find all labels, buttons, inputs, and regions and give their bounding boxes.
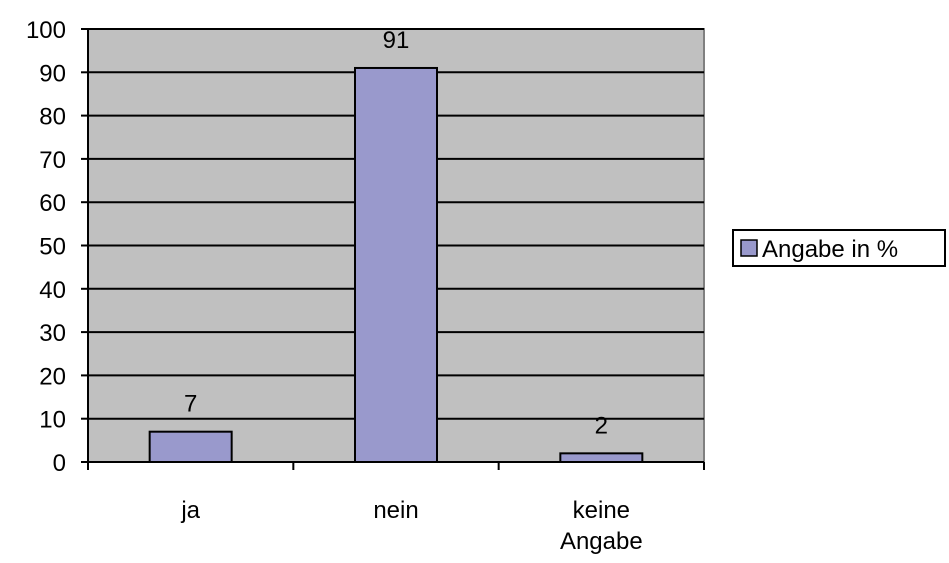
y-tick-labels: 0 10 20 30 40 50 60 70 80 90 100 [26, 17, 66, 477]
bar [559, 452, 644, 463]
y-tick-label: 40 [39, 277, 66, 304]
x-tick-label: keine Angabe [560, 497, 643, 555]
y-tick-label: 80 [39, 104, 66, 131]
data-label: 91 [383, 27, 410, 54]
bar [148, 430, 233, 464]
legend-box [732, 229, 946, 267]
x-tick-labels: ja nein keine Angabe [180, 497, 642, 555]
y-tick-label: 0 [53, 450, 66, 477]
y-tick-label: 90 [39, 60, 66, 87]
x-tick-label: ja [180, 497, 200, 524]
y-tick-label: 50 [39, 234, 66, 261]
y-tick-label: 20 [39, 363, 66, 390]
bar [354, 66, 438, 463]
x-tick-label: nein [373, 497, 418, 524]
data-labels: 7 91 2 [184, 27, 608, 439]
data-label: 7 [184, 391, 197, 418]
legend-swatch [740, 239, 758, 257]
y-tick-label: 30 [39, 320, 66, 347]
y-tick-label: 70 [39, 147, 66, 174]
data-label: 2 [595, 412, 608, 439]
y-tick-label: 10 [39, 407, 66, 434]
axes [81, 28, 705, 470]
y-tick-label: 60 [39, 190, 66, 217]
y-tick-label: 100 [26, 17, 66, 44]
legend: Angabe in % [732, 229, 946, 267]
legend-label: Angabe in % [762, 236, 898, 263]
